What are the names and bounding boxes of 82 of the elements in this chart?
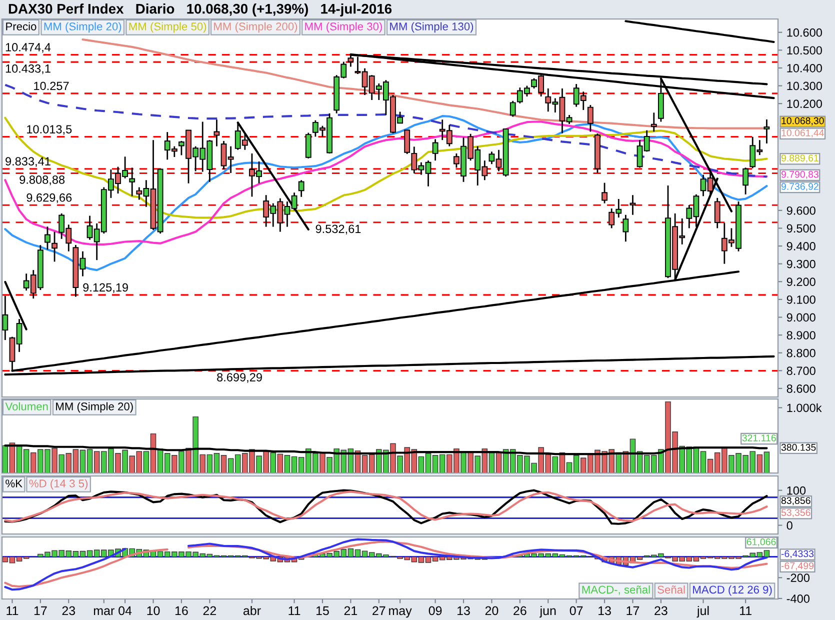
ref-line-label: 9.532,61	[316, 224, 361, 234]
x-tick-label: 13	[598, 606, 611, 616]
ref-line-label: 10.013,5	[27, 125, 72, 135]
data-label: -67,499	[781, 562, 814, 570]
x-tick-label: 23	[62, 606, 76, 616]
data-label: 9.790,83	[781, 170, 818, 179]
x-tick-label: 21	[344, 606, 358, 616]
ref-line-label: 10.474,4	[6, 43, 51, 53]
series-label: MACD (12 26 9)	[693, 585, 772, 596]
y-tick-label: 8.600	[786, 384, 816, 393]
x-tick-label: 17	[34, 606, 47, 616]
x-tick-label: may	[389, 608, 412, 618]
text: MM (Simple 200)	[214, 22, 298, 33]
text: MM (Simple 20)	[56, 402, 133, 413]
x-tick-label: jul	[696, 606, 709, 618]
y-tick-label: 10.300	[787, 82, 822, 90]
x-tick-label: jun	[539, 606, 556, 618]
text: MM (Simple 50)	[129, 22, 206, 33]
y-tick-label: 9.600	[786, 206, 816, 215]
data-label: 380.135	[781, 444, 816, 451]
y-tick-label: 9.500	[786, 224, 816, 233]
x-tick-label: 10	[147, 606, 160, 616]
x-tick-label: 26	[514, 606, 526, 616]
x-tick-label: 13	[458, 606, 470, 616]
data-label: 10.061,44	[782, 129, 824, 138]
x-tick-label: 11	[6, 606, 18, 616]
ref-line-label: 9.833,41	[6, 157, 50, 167]
ref-line-label: 8.699,29	[217, 373, 262, 383]
x-tick-label: abr	[243, 606, 261, 616]
y-tick-label: -200	[786, 574, 810, 582]
y-tick-label: 8.700	[786, 366, 816, 376]
text: MACD-, señal	[582, 585, 650, 595]
y-tick-label: 8.900	[786, 331, 816, 340]
x-tick-label: 11	[740, 606, 752, 616]
data-label: 83,856	[781, 497, 810, 506]
y-tick-label: 10.600	[787, 28, 822, 37]
x-tick-label: 20	[485, 606, 498, 616]
data-label: 53,356	[781, 509, 810, 518]
data-label: 61,066	[746, 538, 776, 546]
chart-title: DAX30 Perf Index Diario 10.068,30 (+1,39%) 14-jul-2016	[8, 4, 392, 16]
x-tick-label: 11	[288, 606, 300, 616]
text: Volumen	[5, 402, 48, 410]
ref-line-label: 9.808,88	[20, 176, 65, 186]
x-tick-label: 04	[118, 606, 132, 616]
y-tick-label: 9.200	[786, 278, 816, 286]
x-tick-label: 27	[372, 606, 386, 616]
x-tick-label: 09	[428, 606, 442, 616]
ref-line-label: 9.125,19	[83, 283, 128, 294]
y-tick-label: 10.200	[787, 100, 822, 108]
y-tick-label: 0	[786, 521, 792, 530]
data-label: 9.736,92	[781, 183, 818, 192]
data-label: -6,4333	[781, 550, 814, 558]
x-tick-label: 22	[203, 606, 216, 616]
text: MM (Simple 30)	[305, 22, 382, 33]
y-tick-label: 10.500	[787, 46, 822, 55]
series-label: Señal	[658, 585, 685, 594]
y-tick-label: 8.800	[786, 348, 816, 358]
y-tick-label: -400	[786, 594, 810, 603]
text: MM (Simple 20)	[44, 22, 122, 33]
series-label: %D (14 3 5)	[29, 479, 88, 490]
text: Precio	[6, 22, 36, 30]
y-tick-label: 100	[787, 486, 806, 495]
y-tick-label: 10.400	[787, 64, 822, 72]
text: %K	[6, 480, 22, 488]
data-label: 9.889,61	[781, 154, 818, 163]
y-tick-label: 9.100	[786, 295, 816, 304]
x-tick-label: 23	[654, 606, 668, 616]
text: MM (Simple 130)	[390, 22, 474, 33]
x-tick-label: 16	[175, 606, 188, 616]
ref-line-label: 10.433,1	[6, 64, 50, 74]
y-tick-label: 9.400	[786, 242, 816, 250]
x-tick-label: 15	[316, 606, 329, 616]
ref-line-label: 9.629,66	[26, 193, 72, 204]
y-tick-label: 9.000	[786, 313, 816, 322]
y-tick-label: 9.300	[786, 260, 816, 268]
x-tick-label: 07	[570, 606, 583, 616]
text: 10.068,30	[782, 117, 824, 126]
ref-line-label: 10.257	[34, 82, 69, 90]
y-tick-label: 1.000k	[787, 403, 822, 412]
x-tick-label: 17	[626, 606, 640, 616]
data-label: 321.116	[742, 434, 776, 442]
x-tick-label: mar	[94, 608, 114, 616]
